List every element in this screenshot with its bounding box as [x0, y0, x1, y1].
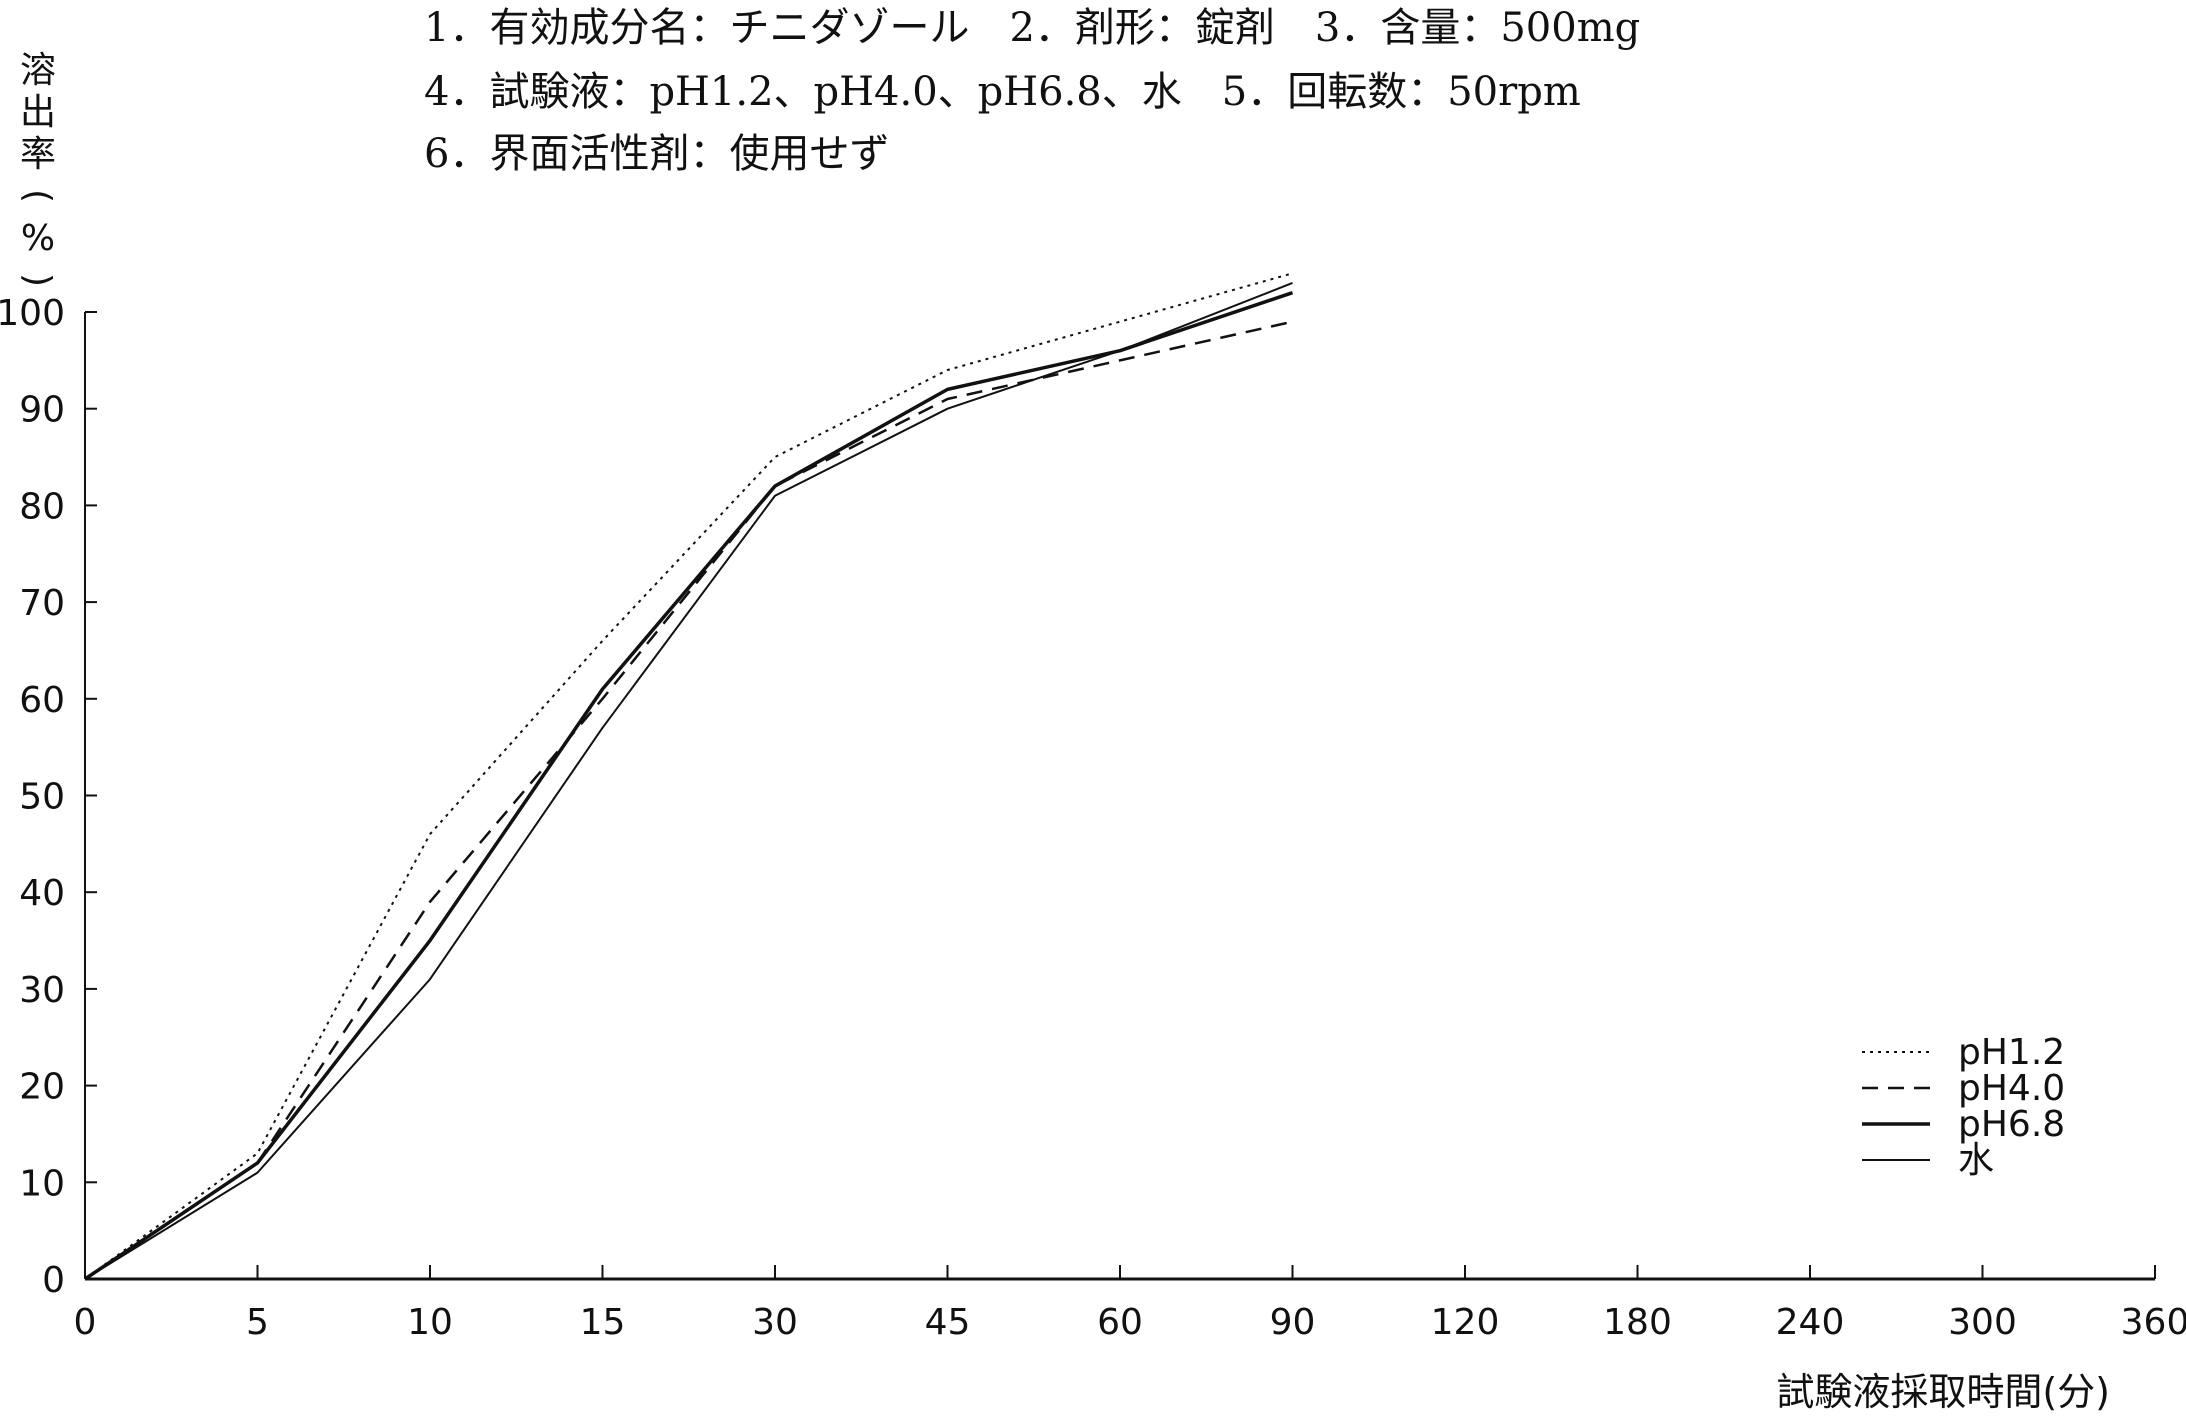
y-axis-title-char: ( — [17, 189, 58, 203]
x-tick-label: 240 — [1776, 1302, 1845, 1343]
legend-label: pH6.8 — [1958, 1104, 2065, 1145]
series-line-pH6.8 — [84, 291, 1294, 1281]
x-tick-label: 90 — [1270, 1302, 1316, 1343]
x-tick-label: 15 — [580, 1302, 626, 1343]
y-axis-title-char: % — [21, 218, 55, 259]
x-tick-label: 0 — [74, 1302, 97, 1343]
x-axis-ticks: 0 5 10 15 30 45 60 90 120 180 240 300 360 — [74, 1265, 2186, 1343]
x-tick-label: 360 — [2121, 1302, 2186, 1343]
y-tick-label: 70 — [19, 583, 65, 624]
series-line-pH1.2 — [84, 272, 1293, 1280]
x-tick-label: 30 — [752, 1302, 798, 1343]
y-axis-title-char: 出 — [20, 92, 56, 133]
y-tick-label: 50 — [19, 777, 65, 818]
y-tick-label: 30 — [19, 970, 65, 1011]
header-line-3: 6．界面活性剤：使用せず — [424, 131, 890, 177]
x-tick-label: 10 — [407, 1302, 453, 1343]
y-tick-label: 10 — [19, 1163, 65, 1204]
legend-label: pH1.2 — [1958, 1032, 2065, 1073]
y-tick-label: 80 — [19, 486, 65, 527]
x-tick-label: 45 — [925, 1302, 971, 1343]
x-tick-label: 5 — [246, 1302, 269, 1343]
y-tick-label: 100 — [0, 293, 65, 334]
x-tick-label: 180 — [1603, 1302, 1672, 1343]
y-tick-label: 90 — [19, 390, 65, 431]
y-axis-title-char: ) — [17, 273, 58, 287]
y-axis-title-char: 溶 — [20, 50, 56, 91]
y-axis-title: 溶出率 (%) — [17, 50, 58, 287]
y-tick-label: 0 — [42, 1260, 65, 1301]
y-axis-title-char: 率 — [20, 134, 56, 175]
y-axis-ticks: 0 10 20 30 40 50 60 70 80 90 100 — [0, 293, 97, 1301]
x-tick-label: 300 — [1948, 1302, 2017, 1343]
y-tick-label: 40 — [19, 873, 65, 914]
x-tick-label: 120 — [1431, 1302, 1500, 1343]
legend-label: 水 — [1958, 1140, 1994, 1181]
series-line-水 — [84, 282, 1293, 1280]
y-tick-label: 20 — [19, 1067, 65, 1108]
series-line-pH4.0 — [84, 320, 1293, 1281]
legend-label: pH4.0 — [1958, 1068, 2065, 1109]
x-tick-label: 60 — [1097, 1302, 1143, 1343]
y-tick-label: 60 — [19, 680, 65, 721]
header-line-1: 1．有効成分名：チニダゾール 2．剤形：錠剤 3．含量：500mg — [424, 5, 1641, 51]
header-line-2: 4．試験液：pH1.2、pH4.0、pH6.8、水 5．回転数：50rpm — [424, 69, 1581, 115]
series-lines — [84, 272, 1294, 1281]
x-axis-title: 試験液採取時間(分) — [1776, 1370, 2110, 1414]
